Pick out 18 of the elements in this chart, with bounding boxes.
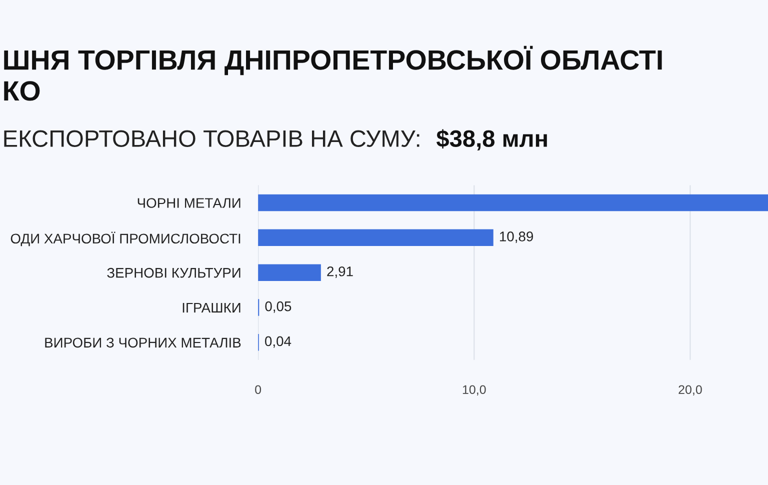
y-tick-label: ЗЕРНОВІ КУЛЬТУРИ xyxy=(107,268,240,278)
y-tick-label: ЧОРНІ МЕТАЛИ xyxy=(138,198,240,208)
y-tick-label: ІГРАШКИ xyxy=(182,302,240,313)
data-label: 10,89 xyxy=(500,232,534,244)
x-tick-label: 0 xyxy=(255,385,262,394)
bar xyxy=(258,194,768,212)
data-label: 2,91 xyxy=(327,266,353,278)
x-tick-label: 10,0 xyxy=(462,385,486,396)
data-label: 0,04 xyxy=(265,336,292,348)
chart-title: ШНЯ ТОРГІВЛЯ ДНІПРОПЕТРОВСЬКОЇ ОБЛАСТІ КО xyxy=(4,46,662,101)
y-tick-label: ВИРОБИ З ЧОРНИХ МЕТАЛІВ xyxy=(45,338,241,348)
chart-subtitle: ЕКСПОРТОВАНО ТОВАРІВ НА СУМУ: xyxy=(4,130,420,147)
text: $38,8 млн xyxy=(436,129,547,150)
y-tick-label: ОДИ ХАРЧОВОЇ ПРОМИСЛОВОСТІ xyxy=(10,232,240,246)
bar xyxy=(258,264,321,281)
x-tick-label: 20,0 xyxy=(678,385,702,396)
bar xyxy=(258,229,494,246)
data-label: 0,05 xyxy=(265,301,292,313)
